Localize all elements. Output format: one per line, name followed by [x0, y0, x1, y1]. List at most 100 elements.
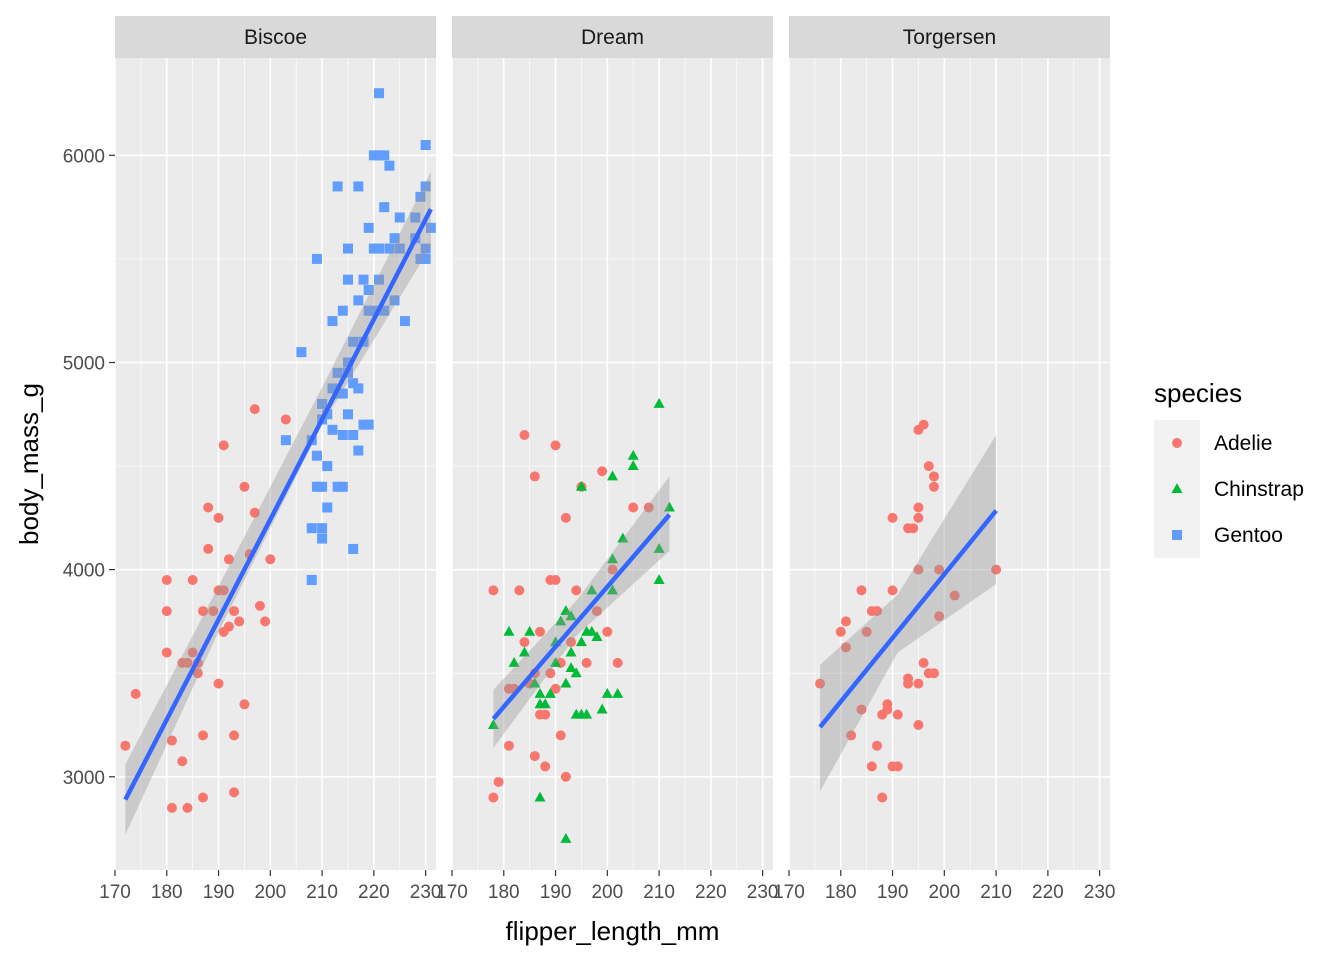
- data-point: [565, 610, 577, 621]
- data-point: [254, 600, 265, 611]
- data-point: [540, 761, 551, 772]
- data-point: [627, 460, 639, 471]
- data-point: [903, 678, 914, 689]
- data-point: [332, 367, 343, 378]
- data-point: [317, 481, 328, 492]
- data-point: [363, 305, 374, 316]
- x-tick-label: 210: [980, 882, 1012, 903]
- y-axis: 3000 4000 5000 6000: [63, 146, 115, 789]
- data-point: [949, 590, 960, 601]
- data-point: [177, 756, 188, 767]
- data-point: [363, 419, 374, 430]
- data-point: [602, 626, 613, 637]
- data-point: [353, 445, 364, 456]
- data-point: [518, 646, 530, 657]
- data-point: [617, 532, 629, 543]
- data-point: [317, 398, 328, 409]
- data-point: [503, 740, 514, 751]
- facet-strip-label: Torgersen: [903, 26, 996, 49]
- data-point: [342, 409, 353, 420]
- data-point: [327, 424, 338, 435]
- data-point: [928, 668, 939, 679]
- data-point: [389, 295, 400, 306]
- data-point: [374, 274, 385, 285]
- data-point: [229, 787, 240, 798]
- data-point: [239, 481, 250, 492]
- facet-strip-label: Dream: [581, 26, 644, 49]
- data-point: [991, 564, 1002, 575]
- data-point: [394, 243, 405, 254]
- facet-panel-dream: Dream 170 180 190 200 210 220 230: [436, 16, 778, 903]
- regression-line: [818, 509, 998, 729]
- data-point: [249, 404, 260, 415]
- data-point: [835, 626, 846, 637]
- series-adelie: [815, 419, 1002, 803]
- data-point: [913, 512, 924, 523]
- data-point: [856, 704, 867, 715]
- regression-line: [123, 208, 433, 801]
- data-point: [337, 481, 348, 492]
- data-point: [363, 285, 374, 295]
- data-point: [203, 543, 214, 554]
- data-point: [213, 512, 224, 523]
- data-point: [872, 606, 883, 617]
- data-point: [337, 305, 348, 316]
- data-point: [887, 512, 898, 523]
- data-point: [311, 481, 322, 492]
- data-point: [913, 720, 924, 730]
- data-point: [488, 792, 499, 803]
- data-point: [534, 688, 546, 698]
- data-point: [508, 656, 520, 667]
- data-point: [166, 802, 177, 813]
- data-point: [529, 677, 541, 688]
- panel-background: [115, 58, 436, 870]
- data-point: [597, 466, 608, 477]
- data-point: [415, 191, 426, 202]
- data-point: [384, 160, 395, 171]
- confidence-ribbon: [493, 476, 670, 748]
- data-point: [327, 383, 338, 394]
- data-point: [586, 584, 598, 595]
- data-point: [519, 430, 530, 440]
- data-point: [265, 554, 276, 565]
- x-tick-label: 230: [410, 882, 442, 903]
- data-point: [866, 761, 877, 772]
- y-tick-label: 3000: [63, 768, 105, 789]
- data-point: [591, 631, 603, 641]
- data-point: [586, 625, 598, 636]
- data-point: [410, 212, 421, 223]
- data-point: [612, 657, 623, 668]
- data-point: [550, 440, 561, 451]
- data-point: [368, 150, 379, 161]
- data-point: [923, 461, 934, 472]
- data-point: [487, 719, 499, 729]
- data-point: [342, 357, 353, 368]
- y-tick-label: 5000: [63, 354, 105, 375]
- data-point: [934, 564, 945, 575]
- data-point: [306, 523, 317, 534]
- x-tick-label: 200: [254, 882, 286, 903]
- legend-title: species: [1154, 378, 1242, 408]
- data-point: [394, 212, 405, 223]
- data-point: [317, 533, 328, 544]
- data-point: [872, 740, 883, 751]
- data-point: [192, 668, 203, 679]
- data-point: [348, 336, 359, 347]
- data-point: [550, 683, 561, 694]
- data-point: [187, 575, 198, 585]
- data-point: [540, 709, 551, 720]
- x-tick-label: 170: [773, 882, 805, 903]
- data-point: [327, 316, 338, 327]
- legend-key-marker: [1172, 438, 1182, 448]
- data-point: [311, 450, 322, 461]
- data-point: [653, 574, 665, 584]
- x-tick-label: 180: [151, 882, 183, 903]
- x-axis-title: flipper_length_mm: [506, 916, 720, 946]
- data-point: [882, 704, 893, 715]
- y-tick-label: 6000: [63, 146, 105, 167]
- data-point: [130, 688, 141, 699]
- legend: species Adelie Chinstrap Gentoo: [1154, 378, 1304, 558]
- data-point: [198, 606, 209, 617]
- data-point: [399, 316, 410, 327]
